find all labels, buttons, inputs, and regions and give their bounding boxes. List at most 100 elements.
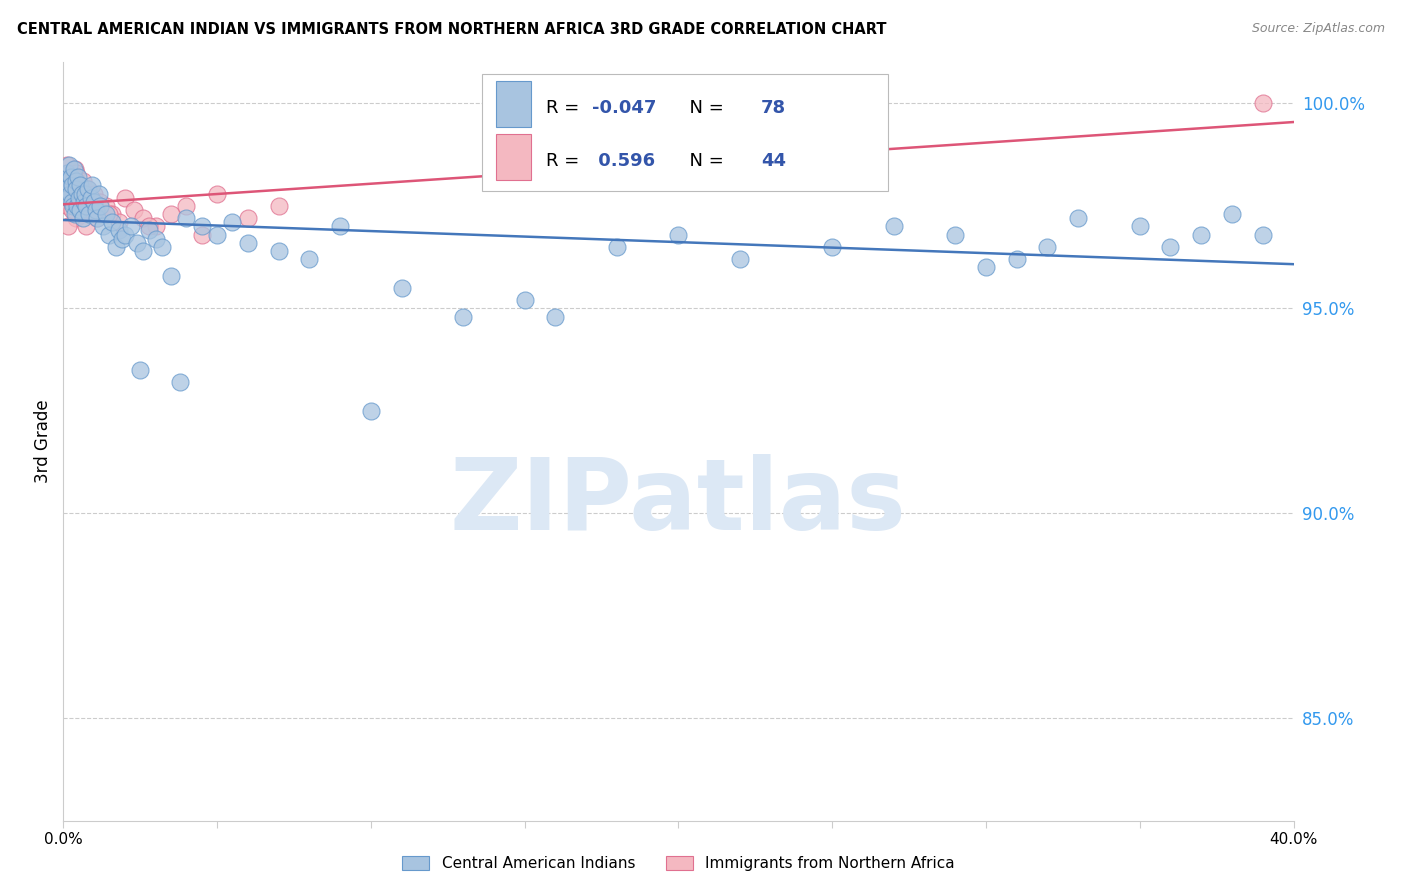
Point (69, 186, 91, 201)
Point (267, 199, 290, 213)
Point (98, 207, 121, 221)
Point (69, 202, 91, 217)
Text: 44: 44 (761, 152, 786, 170)
Point (883, 219, 905, 234)
Point (70, 207, 93, 221)
Point (1005, 252, 1028, 267)
Point (59, 170, 82, 185)
Text: CENTRAL AMERICAN INDIAN VS IMMIGRANTS FROM NORTHERN AFRICA 3RD GRADE CORRELATION: CENTRAL AMERICAN INDIAN VS IMMIGRANTS FR… (17, 22, 886, 37)
Point (451, 310, 474, 324)
Point (82, 178, 104, 193)
Point (132, 211, 155, 226)
Point (60, 202, 83, 217)
Point (60, 194, 83, 209)
Point (145, 232, 167, 246)
Point (111, 232, 134, 246)
Point (91, 219, 114, 234)
Point (67, 178, 90, 193)
Point (56, 158, 79, 172)
Point (160, 207, 183, 221)
Point (513, 293, 536, 307)
Point (107, 215, 129, 229)
Point (73, 194, 96, 209)
Point (138, 223, 160, 237)
Point (107, 223, 129, 237)
Point (1251, 227, 1274, 242)
Point (67, 191, 90, 205)
Point (150, 240, 173, 254)
Point (360, 404, 382, 418)
Point (96, 207, 118, 221)
Point (63, 161, 86, 176)
Legend: Central American Indians, Immigrants from Northern Africa: Central American Indians, Immigrants fro… (395, 850, 962, 878)
Point (72, 194, 94, 209)
Point (70, 186, 93, 201)
Point (101, 215, 124, 229)
Point (75, 219, 97, 234)
Point (132, 244, 155, 258)
Text: Source: ZipAtlas.com: Source: ZipAtlas.com (1251, 22, 1385, 36)
Text: 0.596: 0.596 (592, 152, 655, 170)
Text: R =: R = (546, 152, 585, 170)
Point (65, 182, 87, 196)
Point (53, 174, 76, 188)
Point (55, 186, 77, 201)
Point (1129, 219, 1152, 234)
Point (221, 215, 243, 229)
Point (1189, 227, 1212, 242)
Point (89, 199, 111, 213)
Point (76, 182, 98, 196)
Point (76, 182, 98, 196)
Text: -0.047: -0.047 (592, 99, 657, 117)
Point (120, 219, 142, 234)
Point (666, 227, 689, 242)
Point (63, 161, 86, 176)
Point (60, 174, 83, 188)
Point (72, 174, 94, 188)
Point (83, 186, 105, 201)
Point (974, 260, 997, 275)
Point (544, 310, 567, 324)
Point (96, 199, 118, 213)
Point (58, 199, 80, 213)
Point (75, 199, 97, 213)
Point (821, 240, 844, 254)
Point (174, 211, 197, 226)
Point (65, 166, 87, 180)
Point (606, 240, 628, 254)
Point (58, 158, 80, 172)
Point (62, 199, 84, 213)
Point (1251, 96, 1274, 111)
Point (101, 207, 124, 221)
Point (56, 219, 79, 234)
Point (205, 227, 228, 242)
Text: ZIPatlas: ZIPatlas (450, 454, 907, 550)
Point (62, 194, 84, 209)
Text: 78: 78 (761, 99, 786, 117)
Point (80, 191, 103, 205)
Point (59, 191, 82, 205)
Point (98, 227, 121, 242)
Point (55, 182, 77, 196)
FancyBboxPatch shape (481, 74, 887, 191)
Point (86, 211, 108, 226)
Point (83, 194, 105, 209)
Point (73, 186, 96, 201)
Point (114, 227, 136, 242)
Point (62, 178, 84, 193)
Point (89, 194, 111, 209)
Point (80, 202, 103, 217)
Point (56, 166, 79, 180)
Point (114, 191, 136, 205)
Point (236, 235, 259, 250)
Point (69, 178, 91, 193)
Point (174, 199, 197, 213)
Point (79, 207, 101, 221)
Point (59, 186, 82, 201)
Point (943, 227, 966, 242)
Point (122, 202, 145, 217)
Point (129, 363, 152, 377)
Point (236, 211, 259, 226)
Text: R =: R = (546, 99, 585, 117)
Y-axis label: 3rd Grade: 3rd Grade (34, 400, 52, 483)
